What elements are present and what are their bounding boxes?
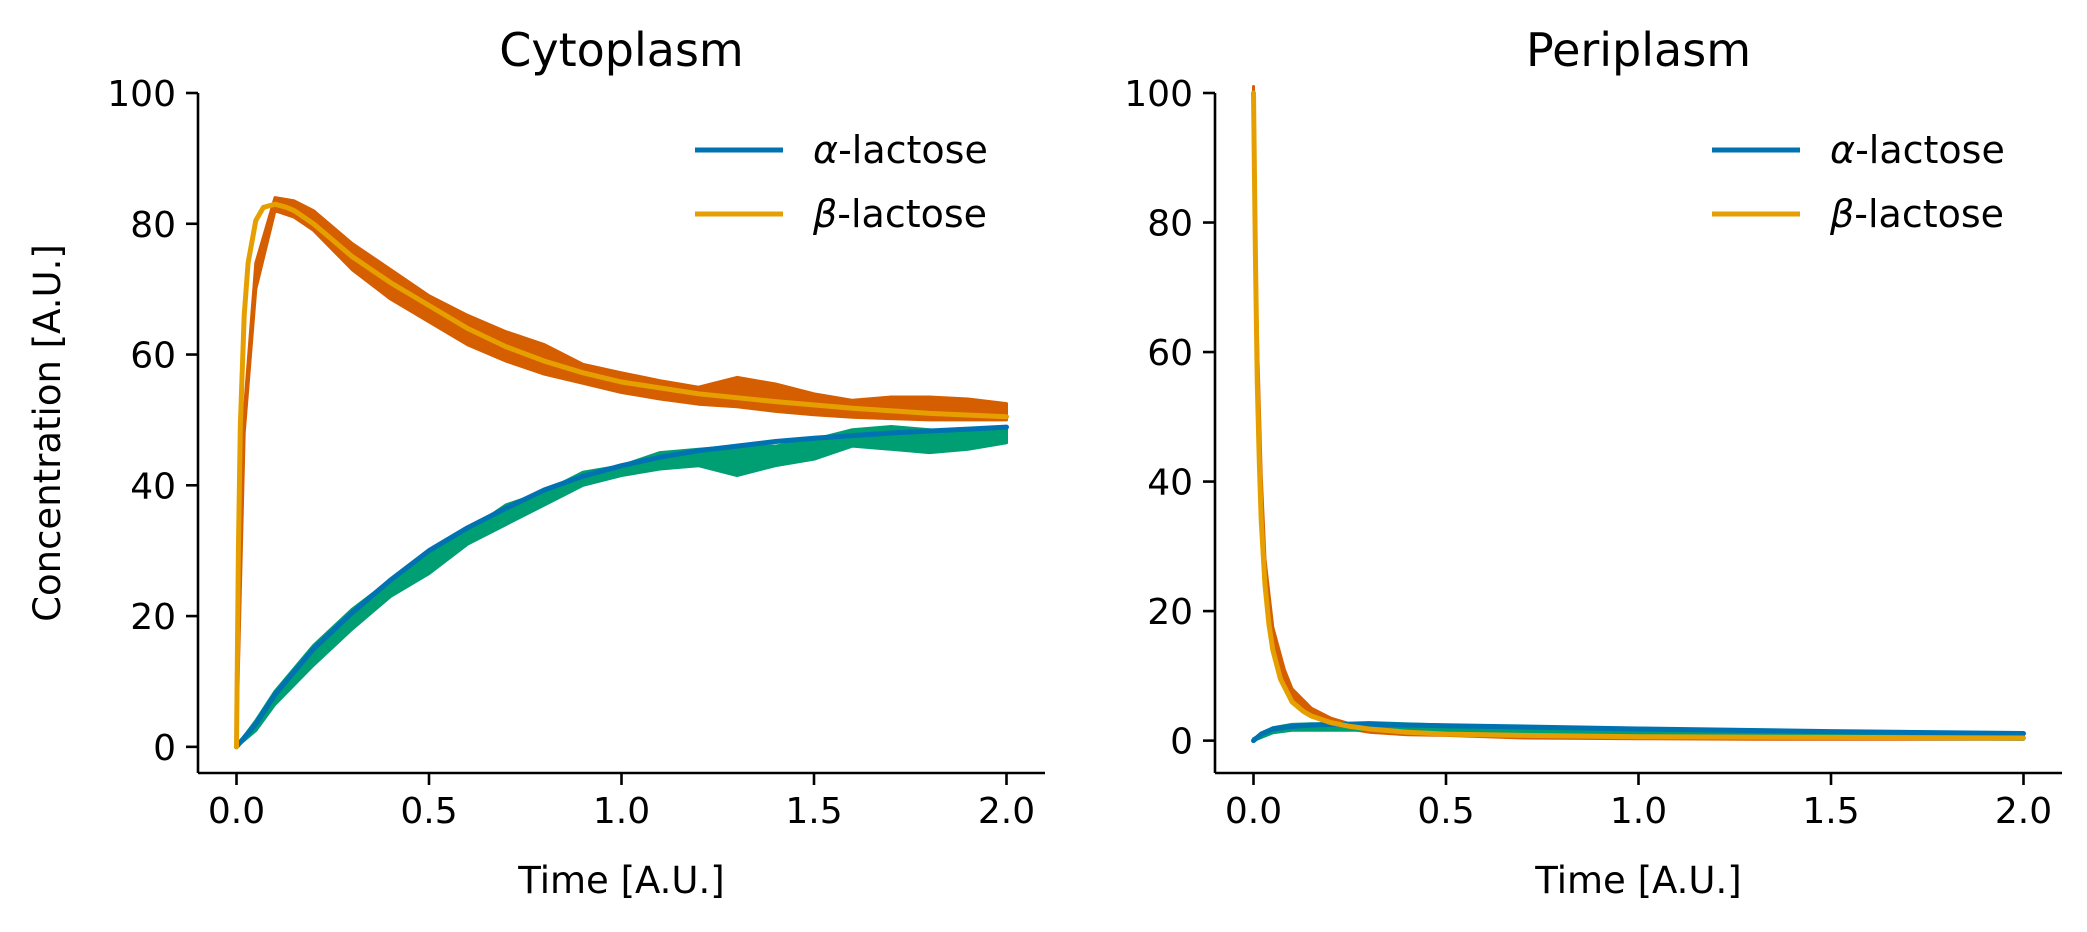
legend-suffix: -lactose	[1855, 128, 2005, 172]
cytoplasm-series-line-0	[234, 424, 1009, 750]
periplasm-noisy-band-0	[1252, 85, 2025, 741]
periplasm-y-tick-label: 100	[1124, 74, 1193, 115]
cytoplasm-x-tick-label: 2.0	[978, 791, 1035, 832]
panel-periplasm: 0.0 0.5 1.0 1.5 2.0 0 20 40 60 80 100 Periplasm Time…	[1124, 23, 2062, 902]
periplasm-y-tick-label: 40	[1147, 463, 1193, 504]
periplasm-series-line-1	[1251, 90, 2026, 741]
periplasm-x-axis-label: Time [A.U.]	[1534, 859, 1741, 902]
cytoplasm-y-tick-label: 20	[130, 597, 176, 638]
legend-greek-symbol: β	[1829, 192, 1854, 236]
cytoplasm-y-tick-label: 100	[107, 74, 176, 115]
periplasm-legend-label-1: β-lactose	[1829, 192, 2004, 236]
cytoplasm-y-tick-label: 40	[130, 466, 176, 507]
cytoplasm-noisy-band-0	[235, 196, 1008, 749]
panel-cytoplasm: 0.0 0.5 1.0 1.5 2.0 0 20 40 60 80 100 Cytoplasm Time…	[26, 23, 1045, 902]
periplasm-legend-label-0: α-lactose	[1830, 128, 2005, 172]
legend-greek-symbol: α	[813, 128, 838, 172]
cytoplasm-x-tick-label: 0.0	[208, 791, 265, 832]
legend-suffix: -lactose	[838, 128, 988, 172]
cytoplasm-series-line-1	[234, 201, 1009, 750]
cytoplasm-legend-label-0: α-lactose	[813, 128, 988, 172]
cytoplasm-legend-label-1: β-lactose	[812, 192, 987, 236]
periplasm-x-tick-label: 2.0	[1995, 791, 2052, 832]
cytoplasm-y-tick-label: 80	[130, 205, 176, 246]
periplasm-x-tick-label: 0.5	[1417, 791, 1474, 832]
periplasm-x-tick-label: 1.5	[1802, 791, 1859, 832]
cytoplasm-y-tick-label: 0	[153, 728, 176, 769]
periplasm-y-tick-label: 0	[1170, 722, 1193, 763]
cytoplasm-x-tick-label: 1.5	[785, 791, 842, 832]
cytoplasm-y-tick-label: 60	[130, 336, 176, 377]
legend-greek-symbol: β	[812, 192, 837, 236]
periplasm-x-tick-label: 1.0	[1610, 791, 1667, 832]
cytoplasm-x-axis-label: Time [A.U.]	[517, 859, 724, 902]
periplasm-y-tick-label: 20	[1147, 592, 1193, 633]
cytoplasm-x-tick-label: 1.0	[593, 791, 650, 832]
periplasm-x-tick-label: 0.0	[1225, 791, 1282, 832]
periplasm-y-tick-label: 60	[1147, 333, 1193, 374]
cytoplasm-noisy-band-1	[235, 425, 1008, 749]
cytoplasm-x-tick-label: 0.5	[400, 791, 457, 832]
cytoplasm-chart-title: Cytoplasm	[499, 23, 743, 77]
periplasm-y-tick-label: 80	[1147, 204, 1193, 245]
legend-greek-symbol: α	[1830, 128, 1855, 172]
legend-suffix: -lactose	[1854, 192, 2004, 236]
cytoplasm-y-axis-label: Concentration [A.U.]	[26, 244, 69, 622]
legend-suffix: -lactose	[837, 192, 987, 236]
periplasm-chart-title: Periplasm	[1526, 23, 1751, 77]
